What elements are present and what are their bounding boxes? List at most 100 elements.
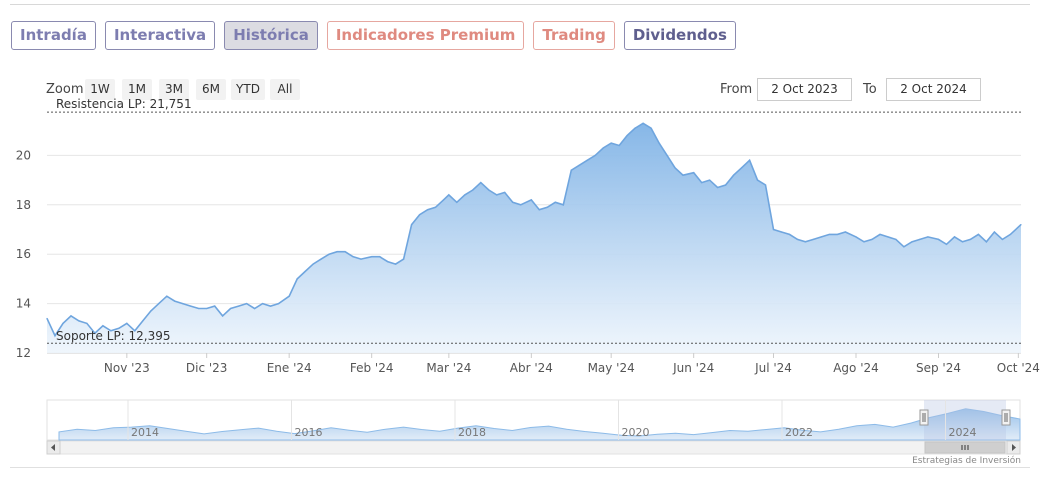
price-point bbox=[520, 204, 522, 206]
price-point bbox=[602, 147, 604, 149]
price-point bbox=[828, 233, 830, 236]
price-point bbox=[748, 159, 751, 161]
price-point bbox=[214, 305, 216, 307]
price-point bbox=[985, 241, 988, 243]
y-tick-label: 14 bbox=[16, 297, 31, 311]
y-tick-label: 16 bbox=[16, 247, 31, 261]
tab-intradia[interactable]: Intradía bbox=[11, 21, 96, 50]
price-point bbox=[150, 310, 152, 312]
price-point bbox=[245, 303, 248, 305]
from-label: From bbox=[720, 82, 753, 97]
tab-historica[interactable]: Histórica bbox=[224, 21, 318, 50]
price-area bbox=[47, 123, 1021, 353]
zoom-label: Zoom bbox=[46, 82, 84, 97]
price-point bbox=[562, 204, 564, 206]
price-point bbox=[594, 154, 596, 156]
price-point bbox=[360, 258, 362, 260]
price-point bbox=[442, 199, 445, 201]
zoom-3m-button[interactable]: 3M bbox=[159, 79, 189, 100]
price-point bbox=[410, 223, 413, 226]
price-point bbox=[788, 233, 791, 236]
price-point bbox=[961, 241, 964, 243]
zoom-all-button[interactable]: All bbox=[270, 79, 300, 100]
tab-trading[interactable]: Trading bbox=[533, 21, 615, 50]
navigator-year-label: 2014 bbox=[131, 426, 159, 439]
x-tick-label: Dic '23 bbox=[186, 361, 228, 375]
price-point bbox=[725, 184, 727, 186]
price-point bbox=[403, 258, 405, 260]
price-point bbox=[650, 127, 652, 129]
price-point bbox=[953, 236, 956, 238]
price-point bbox=[530, 199, 532, 201]
navigator-year-label: 2018 bbox=[458, 426, 486, 439]
y-tick-label: 18 bbox=[16, 198, 31, 212]
price-point bbox=[804, 241, 807, 243]
price-point bbox=[796, 238, 799, 240]
price-point bbox=[86, 322, 88, 324]
price-point bbox=[578, 164, 580, 166]
navigator-left-handle[interactable] bbox=[919, 409, 929, 426]
tab-indicadores-premium[interactable]: Indicadores Premium bbox=[326, 21, 525, 50]
price-point bbox=[352, 256, 354, 258]
navigator-right-handle[interactable] bbox=[1001, 409, 1011, 426]
x-tick-label: Jul '24 bbox=[754, 361, 792, 375]
navigator-series bbox=[58, 408, 1021, 441]
price-point bbox=[658, 142, 660, 144]
price-point bbox=[1001, 238, 1003, 240]
navigator-year-label: 2020 bbox=[622, 426, 650, 439]
price-point bbox=[46, 317, 48, 320]
price-point bbox=[887, 236, 889, 238]
navigator-year-label: 2024 bbox=[949, 426, 977, 439]
price-point bbox=[717, 186, 719, 189]
price-point bbox=[610, 142, 612, 144]
tab-interactiva[interactable]: Interactiva bbox=[104, 21, 216, 50]
price-point bbox=[344, 251, 346, 253]
price-point bbox=[230, 307, 232, 310]
to-date-input[interactable]: 2 Oct 2024 bbox=[886, 78, 981, 101]
price-point bbox=[426, 209, 429, 211]
to-label: To bbox=[863, 82, 877, 97]
price-point bbox=[977, 233, 980, 236]
navigator-year-label: 2016 bbox=[295, 426, 323, 439]
x-tick-label: Feb '24 bbox=[350, 361, 394, 375]
resistance-label: Resistencia LP: 21,751 bbox=[56, 97, 192, 111]
price-point bbox=[166, 295, 168, 297]
price-point bbox=[174, 300, 176, 302]
tab-dividendos[interactable]: Dividendos bbox=[623, 21, 736, 50]
y-tick-label: 20 bbox=[16, 148, 31, 162]
price-point bbox=[418, 214, 421, 216]
from-date-input[interactable]: 2 Oct 2023 bbox=[757, 78, 852, 101]
bottom-divider bbox=[10, 467, 1030, 468]
price-point bbox=[1020, 223, 1022, 226]
price-point bbox=[927, 236, 929, 238]
x-tick-label: Ene '24 bbox=[267, 361, 312, 375]
zoom-6m-button[interactable]: 6M bbox=[196, 79, 226, 100]
x-tick-label: Jun '24 bbox=[672, 361, 714, 375]
navigator-scrollbar-track bbox=[46, 440, 1021, 455]
zoom-1m-button[interactable]: 1M bbox=[122, 79, 152, 100]
price-point bbox=[504, 191, 506, 194]
price-point bbox=[182, 303, 184, 305]
zoom-ytd-button[interactable]: YTD bbox=[231, 79, 265, 100]
x-tick-label: Mar '24 bbox=[426, 361, 471, 375]
price-point bbox=[969, 238, 972, 240]
x-tick-label: Abr '24 bbox=[510, 361, 553, 375]
arrow-right-icon bbox=[1012, 444, 1016, 451]
price-point bbox=[812, 238, 815, 240]
price-point bbox=[993, 231, 995, 233]
price-point bbox=[110, 330, 112, 332]
price-point bbox=[863, 241, 865, 243]
price-point bbox=[820, 236, 823, 238]
price-point bbox=[70, 315, 72, 317]
navigator-selection bbox=[924, 400, 1006, 440]
zoom-1w-button[interactable]: 1W bbox=[85, 79, 115, 100]
price-point bbox=[336, 251, 338, 253]
price-point bbox=[1009, 233, 1011, 236]
price-point bbox=[740, 167, 743, 169]
price-point bbox=[206, 307, 208, 310]
price-point bbox=[320, 258, 322, 260]
price-point bbox=[387, 261, 389, 263]
price-point bbox=[945, 243, 948, 245]
price-point bbox=[238, 305, 240, 307]
